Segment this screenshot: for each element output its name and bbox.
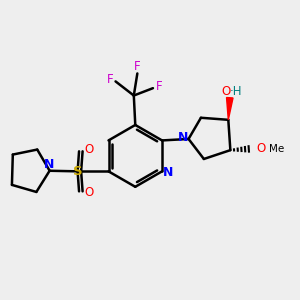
Text: ·H: ·H [230, 85, 242, 98]
Text: O: O [256, 142, 265, 155]
Text: O: O [222, 85, 231, 98]
Text: F: F [156, 80, 163, 93]
Text: Me: Me [268, 144, 284, 154]
Text: O: O [85, 186, 94, 199]
Text: S: S [73, 165, 82, 178]
Text: N: N [178, 131, 188, 144]
Polygon shape [226, 98, 233, 120]
Text: N: N [44, 158, 54, 171]
Text: N: N [163, 166, 174, 179]
Text: F: F [134, 61, 141, 74]
Text: F: F [107, 74, 114, 86]
Text: O: O [85, 143, 94, 156]
